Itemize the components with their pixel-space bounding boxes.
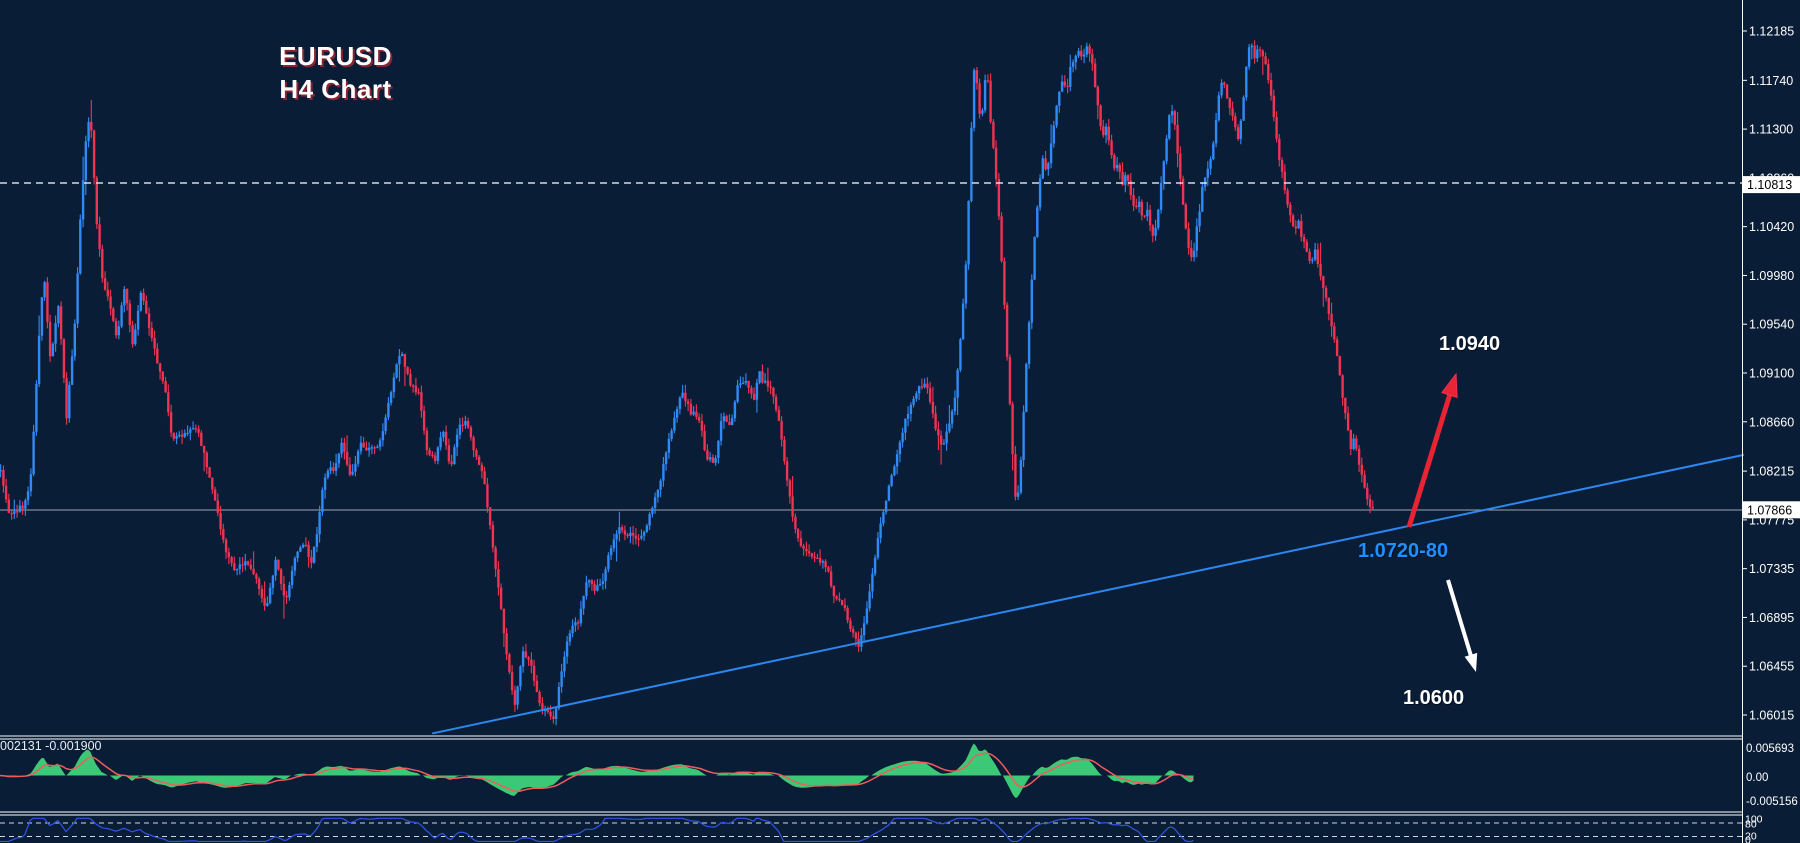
- price-axis-label: 1.06015: [1749, 709, 1794, 723]
- osma-indicator-layer: [0, 741, 1194, 799]
- price-axis-label: 1.11740: [1749, 74, 1793, 88]
- bear-candle-bodies: [2, 45, 1374, 719]
- price-axis: 1.121851.117401.113001.108601.104201.099…: [1742, 25, 1800, 843]
- stoch-line-group: [0, 817, 1194, 842]
- price-axis-label: 1.08215: [1749, 465, 1794, 479]
- bull-candle-bodies: [0, 45, 1355, 719]
- osma-area: [0, 742, 1194, 799]
- resistance-price-text: 1.10813: [1747, 178, 1792, 192]
- price-axis-label: 1.08660: [1749, 415, 1794, 429]
- chart-title: EURUSD H4 Chart: [223, 40, 448, 106]
- chart-title-symbol: EURUSD: [279, 41, 392, 71]
- separator-line: [0, 811, 1742, 813]
- resistance-price-box: [1743, 176, 1800, 194]
- downside-target-label[interactable]: 1.0600: [1403, 687, 1465, 709]
- indicator2-axis-label: 0: [1745, 835, 1751, 843]
- ascending-trendline[interactable]: [432, 454, 1744, 735]
- bearish-projection-arrow[interactable]: [1446, 579, 1478, 672]
- osma-signal-line: [0, 752, 1194, 793]
- separator-line: [0, 738, 1742, 740]
- indicator2-surface[interactable]: [0, 817, 1742, 843]
- bullish-projection-arrow[interactable]: [1406, 372, 1458, 528]
- price-axis-label: 1.09980: [1749, 269, 1794, 283]
- price-axis-label: 1.10420: [1749, 220, 1794, 234]
- main-chart-surface[interactable]: [0, 0, 1742, 734]
- indicator1-axis-label: 0.00: [1746, 772, 1768, 784]
- indicator2-axis-label: 100: [1745, 814, 1763, 826]
- support-zone-label[interactable]: 1.0720-80: [1358, 540, 1449, 562]
- current-price-box: [1743, 501, 1800, 519]
- indicator1-axis-label: -0.005156: [1746, 796, 1798, 808]
- separator-line: [0, 814, 1742, 816]
- candles-layer: [0, 40, 1374, 726]
- price-axis-label: 1.09100: [1749, 367, 1794, 381]
- indicator2-axis-label: 80: [1745, 819, 1757, 831]
- upside-target-label[interactable]: 1.0940: [1439, 333, 1501, 355]
- current-price-text: 1.07866: [1747, 503, 1792, 517]
- separator-line: [0, 735, 1742, 737]
- price-axis-label: 1.11300: [1749, 123, 1793, 137]
- price-axis-label: 1.07335: [1749, 562, 1794, 576]
- price-axis-label: 1.12185: [1749, 25, 1794, 39]
- price-axis-label: 1.06455: [1749, 660, 1794, 674]
- indicator2-axis-label: 20: [1745, 831, 1757, 843]
- osma-value-readout: 002131 -0.001900: [0, 739, 102, 753]
- indicator1-axis-label: 0.005693: [1746, 743, 1794, 755]
- price-axis-label: 1.06895: [1749, 611, 1794, 625]
- stoch-k-line: [0, 817, 1194, 842]
- price-axis-label: 1.09540: [1749, 318, 1794, 332]
- stochastic-indicator-layer: [0, 817, 1742, 842]
- chart-title-timeframe: H4 Chart: [279, 74, 392, 104]
